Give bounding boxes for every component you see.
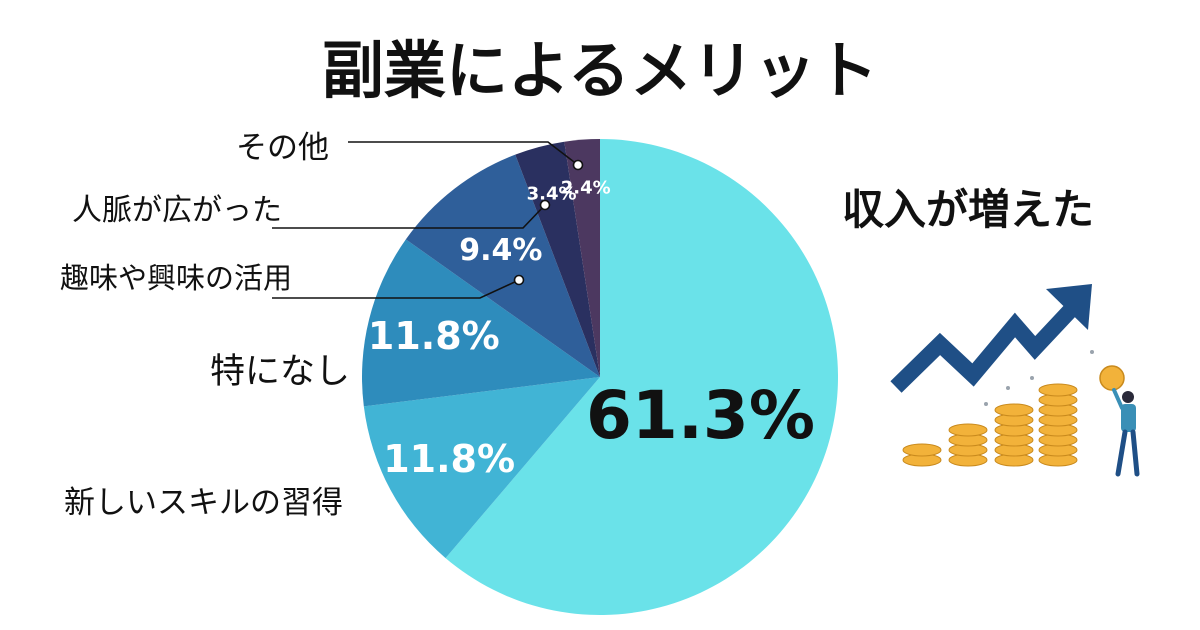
slice-value-label: 11.8% bbox=[368, 314, 500, 358]
pie-slice bbox=[362, 239, 600, 407]
category-label: 趣味や興味の活用 bbox=[60, 261, 292, 295]
pie-slice bbox=[515, 141, 600, 377]
leader-dot bbox=[572, 159, 584, 171]
slice-value-label: 3.4% bbox=[527, 183, 577, 204]
category-label: 特になし bbox=[210, 352, 350, 392]
pie-slice bbox=[363, 377, 600, 559]
coin-icon bbox=[1099, 365, 1125, 391]
slice-value-label: 2.4% bbox=[561, 178, 611, 199]
chart-title: 副業によるメリット bbox=[322, 34, 878, 107]
leader-line bbox=[272, 279, 520, 299]
sparkle-icon bbox=[984, 402, 988, 406]
pie-slice bbox=[405, 154, 600, 377]
trend-arrow-icon bbox=[890, 294, 1086, 393]
category-label: 収入が増えた bbox=[842, 185, 1094, 234]
pie-slice bbox=[564, 139, 600, 377]
leader-line bbox=[272, 204, 546, 229]
sparkle-icon bbox=[1030, 376, 1034, 380]
coin-icon bbox=[994, 403, 1034, 417]
coin-icon bbox=[948, 423, 988, 437]
slice-value-label: 9.4% bbox=[459, 233, 542, 268]
coin-icon bbox=[902, 443, 942, 457]
slice-value-label: 61.3% bbox=[586, 377, 815, 454]
person-head-icon bbox=[1122, 391, 1134, 403]
leader-dot bbox=[539, 199, 551, 211]
leader-line bbox=[348, 141, 579, 166]
person-leg-icon bbox=[1130, 429, 1140, 477]
sparkle-icon bbox=[1006, 386, 1010, 390]
category-label: その他 bbox=[236, 130, 329, 166]
pie-slice bbox=[445, 139, 839, 615]
slice-value-label: 11.8% bbox=[383, 437, 515, 481]
sparkle-icon bbox=[1090, 350, 1094, 354]
income-growth-illustration-icon bbox=[890, 284, 1140, 477]
person-leg-icon bbox=[1115, 429, 1128, 477]
category-label: 新しいスキルの習得 bbox=[64, 485, 343, 521]
person-arm-icon bbox=[1112, 388, 1124, 410]
category-label: 人脈が広がった bbox=[72, 193, 282, 228]
coin-icon bbox=[1038, 383, 1078, 397]
leader-dot bbox=[513, 274, 525, 286]
person-body-icon bbox=[1121, 404, 1136, 432]
arrow-head-icon bbox=[1046, 284, 1092, 330]
